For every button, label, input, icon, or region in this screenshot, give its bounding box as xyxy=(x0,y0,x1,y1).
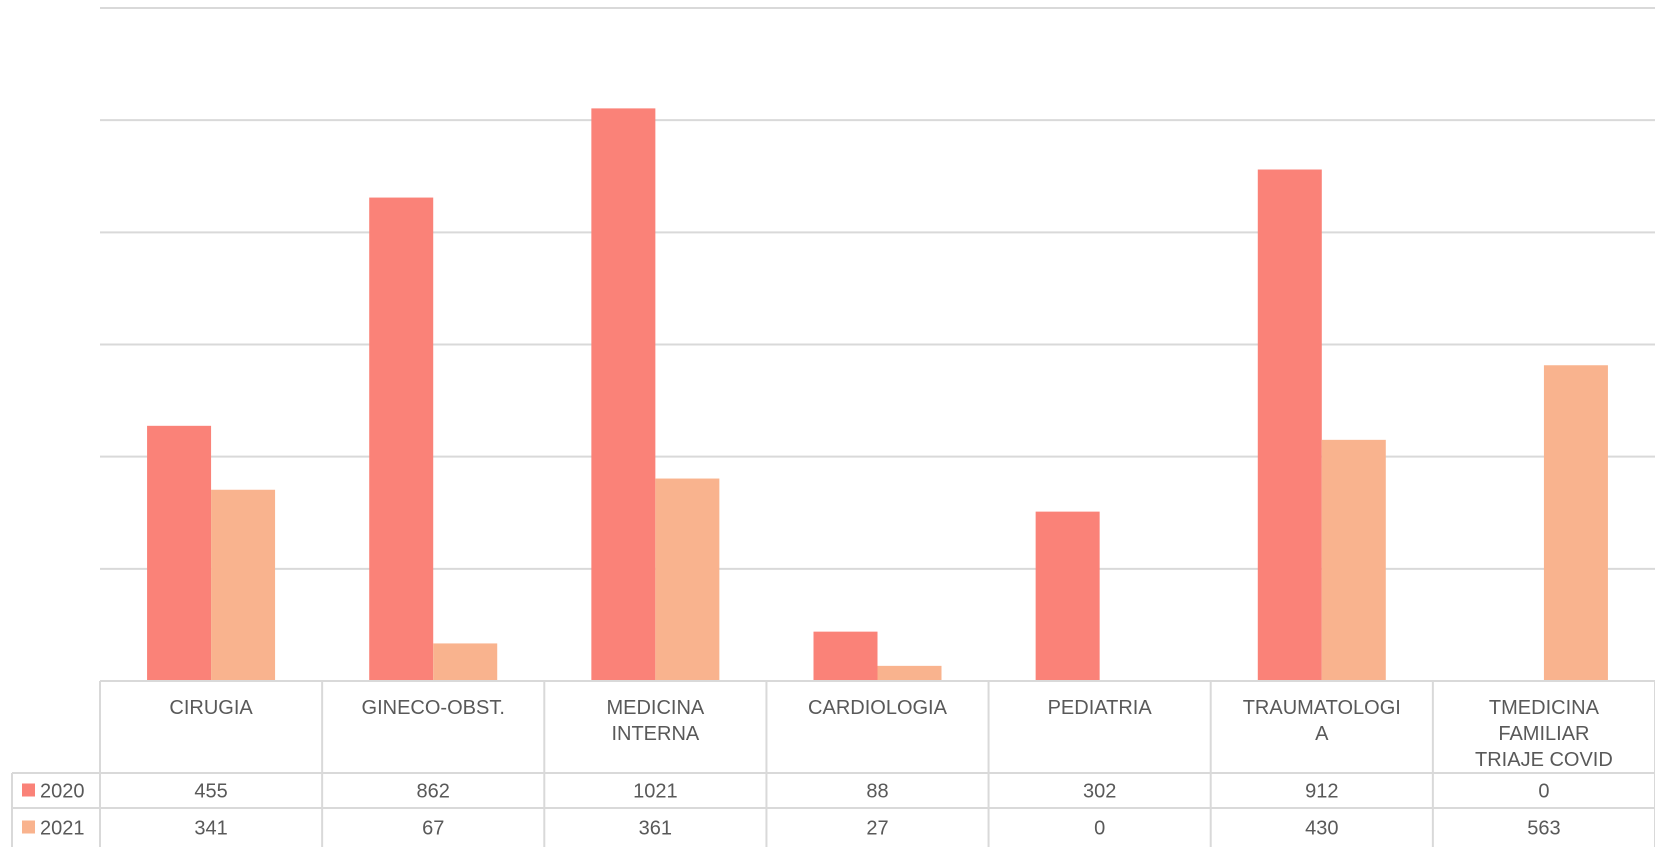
table-cell-value: 27 xyxy=(866,818,888,840)
bar-2020-3 xyxy=(813,631,878,681)
legend-swatch-2021 xyxy=(22,820,35,834)
bar-2020-1 xyxy=(369,197,434,682)
category-label: CARDIOLOGIA xyxy=(808,697,948,719)
category-label-line: CIRUGIA xyxy=(169,697,253,719)
category-label-line: MEDICINA xyxy=(606,697,704,719)
category-label: PEDIATRIA xyxy=(1048,697,1153,719)
legend-label-2020: 2020 xyxy=(40,781,85,803)
bar-2021-2 xyxy=(655,478,720,681)
bar-2021-0 xyxy=(211,489,276,681)
category-label-line: INTERNA xyxy=(611,723,699,745)
bar-2021-6 xyxy=(1543,365,1608,681)
table-cell-value: 912 xyxy=(1305,781,1338,803)
category-label-line: A xyxy=(1315,723,1329,745)
category-label-line: CARDIOLOGIA xyxy=(808,697,948,719)
category-label: TMEDICINA FAMILIAR TRIAJE COVID xyxy=(1475,697,1613,771)
category-label: CIRUGIA xyxy=(169,697,253,719)
bar-2021-5 xyxy=(1321,439,1386,681)
table-cell-value: 1021 xyxy=(633,781,678,803)
table-cell-value: 862 xyxy=(417,781,450,803)
table-cell-value: 67 xyxy=(422,818,444,840)
category-label: TRAUMATOLOGI A xyxy=(1243,697,1401,745)
category-label-line: TMEDICINA xyxy=(1489,697,1600,719)
bar-2020-4 xyxy=(1035,511,1100,681)
legend-label-2021: 2021 xyxy=(40,818,85,840)
category-label-line: TRAUMATOLOGI xyxy=(1243,697,1401,719)
table-cell-value: 455 xyxy=(194,781,227,803)
category-label-line: TRIAJE COVID xyxy=(1475,749,1613,771)
bars xyxy=(147,108,1608,682)
bar-2020-2 xyxy=(591,108,656,682)
table-cell-value: 88 xyxy=(866,781,888,803)
bar-2021-1 xyxy=(433,643,498,681)
category-label-line: GINECO-OBST. xyxy=(362,697,505,719)
category-label-line: FAMILIAR xyxy=(1498,723,1589,745)
table-cell-value: 0 xyxy=(1538,781,1549,803)
gridlines xyxy=(100,7,1655,570)
category-label: GINECO-OBST. xyxy=(362,697,505,719)
category-label: MEDICINA INTERNA xyxy=(606,697,704,745)
table-cell-value: 302 xyxy=(1083,781,1116,803)
table-cell-value: 0 xyxy=(1094,818,1105,840)
legend-swatch-2020 xyxy=(22,783,35,797)
bar-2021-3 xyxy=(877,665,942,681)
table-cell-value: 430 xyxy=(1305,818,1338,840)
bar-2020-5 xyxy=(1257,169,1322,681)
table-cell-value: 361 xyxy=(639,818,672,840)
table-cell-value: 563 xyxy=(1527,818,1560,840)
data-table: CIRUGIA GINECO-OBST. MEDICINA INTERNA CARDIO… xyxy=(11,680,1655,847)
table-cell-value: 341 xyxy=(194,818,227,840)
bar-2020-0 xyxy=(147,425,212,681)
category-label-line: PEDIATRIA xyxy=(1048,697,1153,719)
